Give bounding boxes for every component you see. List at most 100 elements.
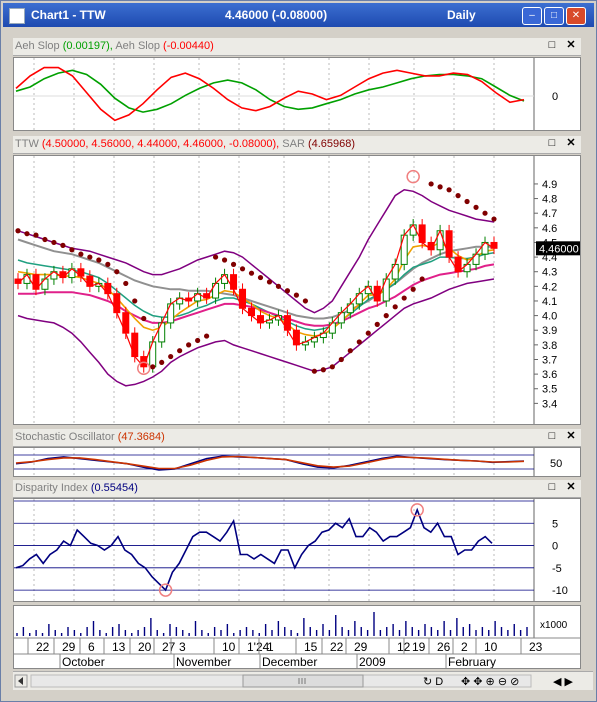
sar-dot [293,292,300,298]
svg-text:✥ ✥ ⊕ ⊖ ⊘: ✥ ✥ ⊕ ⊖ ⊘ [461,676,519,688]
panel-maximize-icon[interactable]: □ [548,137,556,149]
sar-dot [410,286,416,292]
sar-dot [356,339,362,345]
month-label: February [448,655,496,668]
x-tick-label: 22 [330,640,344,654]
panel-maximize-icon[interactable]: □ [548,430,556,442]
month-label: November [176,655,231,668]
aeh-value-2: (-0.00440) [163,40,214,52]
y-tick-label: 3.9 [542,325,557,337]
sar-dot [248,270,255,276]
candle-body [212,282,220,299]
x-tick-label: 29 [62,640,76,654]
y-tick-label: 4.1 [542,296,557,308]
candle-body [167,303,175,324]
horizontal-scrollbar[interactable]: ↻ D ✥ ✥ ⊕ ⊖ ⊘ ◀ ▶ [13,671,593,690]
sar-dot [42,236,48,243]
bollinger-lower [17,278,495,387]
y-tick-label: 0 [552,541,558,553]
candle-body [391,263,399,280]
sar-dot [96,257,102,263]
close-line [17,223,495,368]
aeh-label-1: Aeh Slop [15,40,60,52]
panel-close-icon[interactable]: ✕ [566,39,576,51]
candle-body [373,285,381,302]
svg-text:◀ ▶: ◀ ▶ [553,676,574,688]
sar-dot [329,364,335,370]
sar-dot [437,184,443,190]
minimize-icon[interactable]: – [522,7,542,25]
maximize-icon[interactable]: □ [544,7,564,25]
candle-body [382,278,390,302]
sar-dot [446,187,452,193]
panel-maximize-icon[interactable]: □ [548,39,556,51]
panel-close-icon[interactable]: ✕ [566,430,576,442]
month-label: 2009 [359,655,386,668]
candle-body [283,315,291,331]
y-tick-label: 4.3 [542,267,557,279]
sar-dot [302,298,308,304]
panel-close-icon[interactable]: ✕ [566,481,576,493]
aeh-label-2: Aeh Slop [115,40,160,52]
volume-unit-label: x1000 [540,620,568,631]
y-tick-label: 4.7 [542,208,557,220]
sar-dot [239,266,246,272]
sar-dot [284,288,291,294]
aeh-green-line [15,69,525,113]
sar-dot [275,283,282,289]
sar-dot [374,321,380,327]
chart-app-icon [9,8,25,24]
sar-dot [186,342,192,348]
candle-body [292,329,300,346]
stoch-value: (47.3684) [117,431,165,443]
y-tick-label: 3.8 [542,340,557,352]
sar-dot [419,276,425,282]
sar-dot [338,356,344,363]
x-tick-label: 10 [222,640,236,654]
panel-maximize-icon[interactable]: □ [548,481,556,493]
x-tick-label: 6 [88,640,95,654]
sar-dot [51,239,57,246]
y-tick-label: 3.4 [542,398,557,410]
panel-close-icon[interactable]: ✕ [566,137,576,149]
disp-value: (0.55454) [90,482,138,494]
price-plot: 4.94.84.74.64.54.44.34.24.14.03.93.83.73… [14,156,580,424]
candle-body [131,332,139,358]
sar-value: (4.65968) [307,138,356,150]
sar-dot [383,313,389,319]
stoch-panel: 50 [13,447,581,477]
sar-dot [392,304,398,310]
month-label: October [62,655,105,668]
price-label: TTW [15,138,39,150]
bollinger-upper [17,189,495,314]
aeh-value-1: (0.00197), [62,40,113,52]
sar-dot [69,247,75,253]
high-marker [410,503,424,517]
sar-dot [428,181,434,187]
disp-label: Disparity Index [15,482,88,494]
sar-dot [78,251,84,257]
y-tick-label: 3.5 [542,384,557,396]
sar-dot [266,279,273,285]
sar-dot [33,232,39,238]
close-icon[interactable]: ✕ [566,7,586,25]
disp-plot: 5 0 -5 -10 [14,499,568,601]
stoch-panel-header: Stochastic Oscillator (47.3684) □ ✕ [13,429,581,447]
high-marker [406,169,420,184]
title-bar[interactable]: Chart1 - TTW 4.46000 (-0.08000) Daily – … [3,3,594,27]
sar-label: SAR [282,138,305,150]
candle-body [158,322,166,343]
x-tick-label: 3 [179,640,186,654]
stoch-label: Stochastic Oscillator [15,431,115,443]
aeh-panel: 0 [13,57,581,131]
y-tick-label: 3.7 [542,354,557,366]
sar-dot [455,193,461,199]
sar-dot [473,204,479,210]
sar-dot [365,330,371,336]
price-values: (4.50000, 4.56000, 4.44000, 4.46000, -0.… [41,138,280,150]
ma-slow-line [17,238,494,320]
sar-dot [320,367,326,373]
x-tick-label: 13 [112,640,126,654]
candle-body [149,341,157,368]
